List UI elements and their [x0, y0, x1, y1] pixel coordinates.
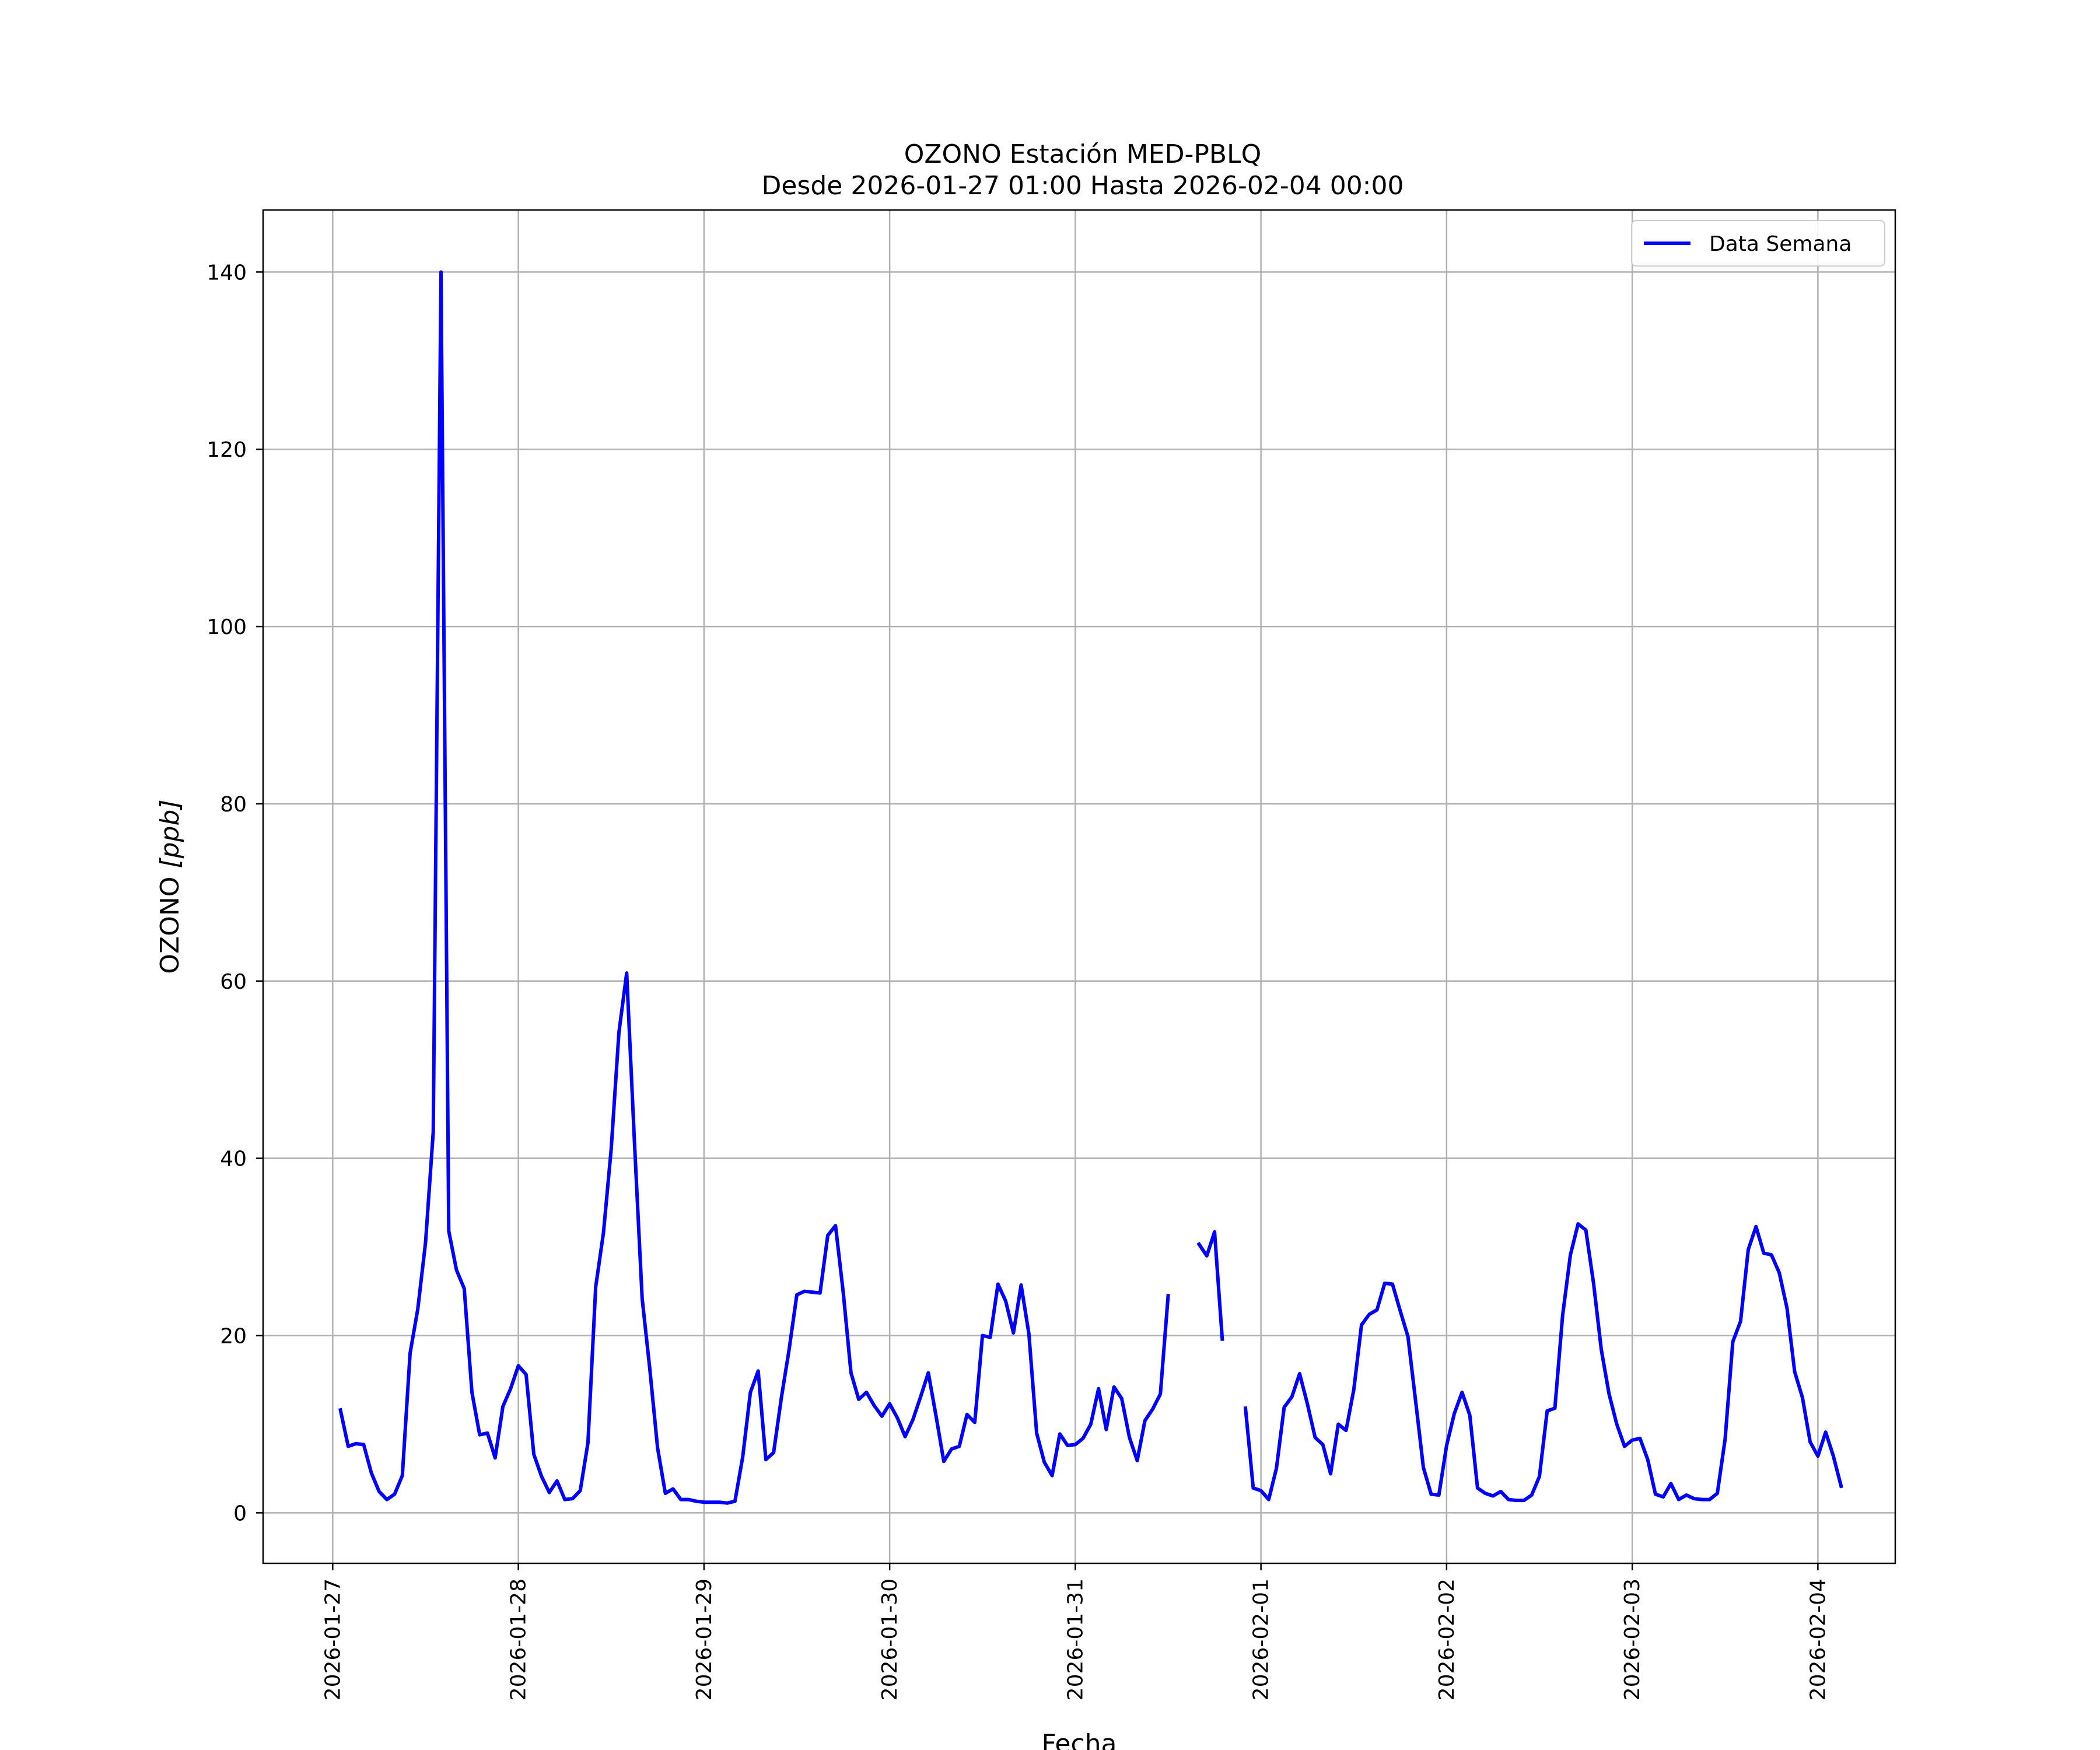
x-tick-label: 2026-02-02: [1435, 1578, 1459, 1700]
y-axis-label: OZONO [ppb]: [155, 799, 185, 974]
series-line-segment: [1196, 1230, 1224, 1341]
legend-label: Data Semana: [1709, 232, 1852, 256]
series-line-segment: [1243, 1222, 1843, 1503]
x-tick-label: 2026-01-31: [1063, 1578, 1087, 1700]
x-tick-label: 2026-01-30: [878, 1578, 902, 1700]
x-gridlines: [332, 210, 1819, 1563]
chart-subtitle: Desde 2026-01-27 01:00 Hasta 2026-02-04 …: [761, 171, 1404, 201]
legend-box: [1631, 220, 1885, 267]
x-tick-label: 2026-01-29: [692, 1578, 716, 1700]
y-tick-label: 0: [233, 1502, 247, 1525]
x-axis-ticks: 2026-01-27 2026-01-28 2026-01-29 2026-01-30…: [321, 1563, 1830, 1700]
x-tick-label: 2026-02-04: [1806, 1578, 1830, 1700]
chart-title: OZONO Estación MED-PBLQ: [904, 139, 1261, 169]
x-tick-label: 2026-01-27: [321, 1578, 345, 1700]
y-axis-label-main: OZONO: [155, 869, 185, 974]
y-tick-label: 100: [206, 615, 247, 639]
x-tick-label: 2026-02-03: [1620, 1578, 1644, 1700]
x-tick-label: 2026-02-01: [1250, 1578, 1273, 1700]
y-tick-label: 120: [206, 438, 247, 462]
x-axis-label: Fecha: [1041, 1729, 1116, 1750]
legend: Data Semana: [1631, 220, 1885, 267]
y-axis-ticks: 0 20 40 60 80 100 120 140: [206, 261, 263, 1525]
y-axis-label-unit: [ppb]: [155, 799, 185, 868]
y-tick-label: 80: [220, 793, 247, 817]
y-gridlines: [263, 271, 1895, 1514]
x-tick-label: 2026-01-28: [507, 1578, 531, 1700]
y-tick-label: 40: [220, 1147, 247, 1171]
plot-area-frame: [262, 209, 1896, 1564]
series-line-segment: [338, 270, 1170, 1505]
series-layer: [338, 270, 1843, 1505]
y-tick-label: 60: [220, 970, 247, 994]
y-tick-label: 20: [220, 1325, 247, 1349]
y-tick-label: 140: [206, 261, 247, 285]
